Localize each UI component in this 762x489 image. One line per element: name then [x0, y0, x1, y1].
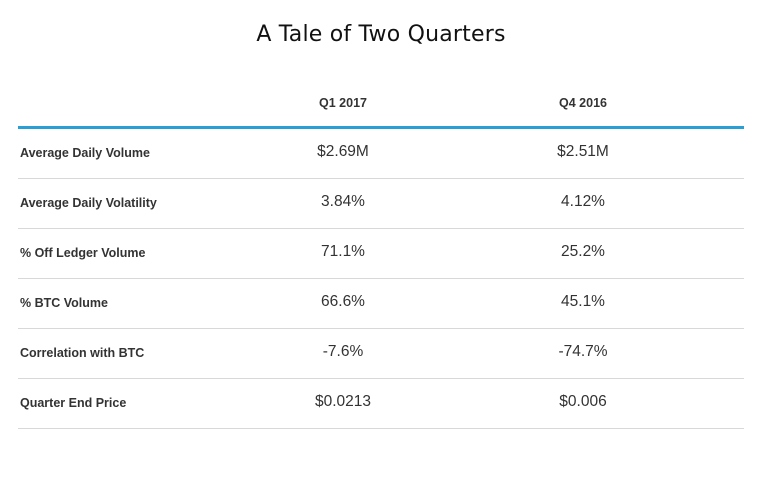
cell-q1-2017: $2.69M: [317, 143, 369, 160]
cell-q4-2016: 4.12%: [561, 193, 605, 210]
row-label: Quarter End Price: [20, 396, 127, 410]
table-header-row: Q1 2017 Q4 2016: [18, 84, 744, 129]
column-header-q4-2016: Q4 2016: [559, 96, 607, 110]
cell-q4-2016: $2.51M: [557, 143, 609, 160]
comparison-table: Q1 2017 Q4 2016 Average Daily Volume $2.…: [18, 84, 744, 429]
table-row: % Off Ledger Volume 71.1% 25.2%: [18, 229, 744, 279]
cell-q1-2017: 66.6%: [321, 293, 365, 310]
table-row: % BTC Volume 66.6% 45.1%: [18, 279, 744, 329]
cell-q4-2016: $0.006: [559, 393, 607, 410]
cell-q1-2017: $0.0213: [314, 393, 372, 410]
row-label: Correlation with BTC: [20, 346, 145, 360]
table-title: A Tale of Two Quarters: [256, 22, 506, 47]
table-row: Correlation with BTC -7.6% -74.7%: [18, 329, 744, 379]
table-row: Average Daily Volatility 3.84% 4.12%: [18, 179, 744, 229]
row-label: Average Daily Volatility: [20, 196, 157, 210]
cell-q4-2016: 45.1%: [561, 293, 605, 310]
cell-q4-2016: -74.7%: [558, 343, 608, 360]
cell-q1-2017: 71.1%: [321, 243, 365, 260]
table-row: Quarter End Price $0.0213 $0.006: [18, 379, 744, 429]
cell-q1-2017: 3.84%: [321, 193, 365, 210]
cell-q4-2016: 25.2%: [561, 243, 605, 260]
row-label: Average Daily Volume: [20, 146, 150, 160]
row-label: % Off Ledger Volume: [20, 246, 146, 260]
row-label: % BTC Volume: [20, 296, 108, 310]
cell-q1-2017: -7.6%: [322, 343, 364, 360]
column-header-q1-2017: Q1 2017: [319, 96, 367, 110]
table-row: Average Daily Volume $2.69M $2.51M: [18, 129, 744, 179]
